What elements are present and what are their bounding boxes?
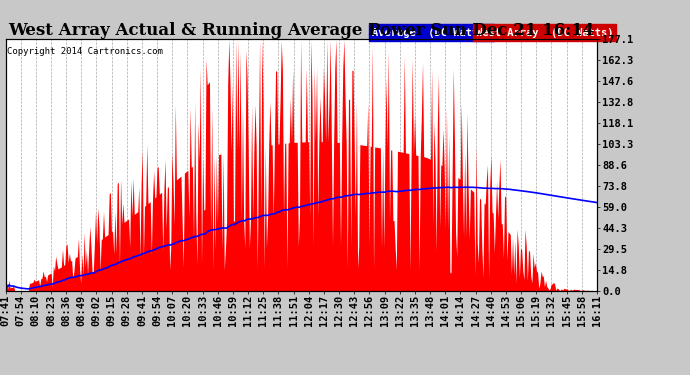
- Text: Copyright 2014 Cartronics.com: Copyright 2014 Cartronics.com: [7, 47, 163, 56]
- Title: West Array Actual & Running Average Power Sun Dec 21 16:14: West Array Actual & Running Average Powe…: [8, 22, 594, 39]
- Text: West Array  (DC Watts): West Array (DC Watts): [475, 28, 613, 38]
- Text: Average  (DC Watts): Average (DC Watts): [372, 28, 491, 38]
